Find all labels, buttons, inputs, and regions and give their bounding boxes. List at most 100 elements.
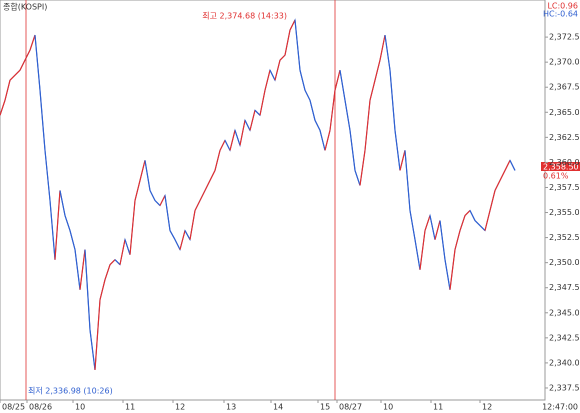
price-segment bbox=[464, 210, 471, 216]
price-segment bbox=[104, 264, 111, 280]
x-tick-label: 11 bbox=[433, 403, 443, 412]
price-segment bbox=[344, 100, 351, 131]
price-segment bbox=[239, 120, 246, 146]
price-segment bbox=[69, 230, 76, 250]
y-tick-label: 2,365.00 bbox=[549, 108, 580, 117]
high-annotation: 최고 2,374.68 (14:33) bbox=[202, 11, 287, 21]
price-segment bbox=[299, 70, 306, 91]
price-segment bbox=[194, 200, 201, 211]
price-segment bbox=[289, 19, 296, 31]
price-segment bbox=[49, 200, 56, 260]
y-tick-label: 2,350.00 bbox=[549, 258, 580, 267]
price-segment bbox=[274, 60, 281, 81]
last-price-box bbox=[541, 162, 580, 171]
price-segment bbox=[404, 150, 411, 211]
price-segment bbox=[324, 130, 331, 151]
price-segment bbox=[384, 35, 391, 71]
x-tick-label: 14 bbox=[273, 403, 283, 412]
price-segment bbox=[284, 29, 291, 56]
price-segment bbox=[469, 210, 476, 221]
price-segment bbox=[509, 160, 516, 171]
price-segment bbox=[79, 249, 86, 290]
legend-entry: LC:0.96 bbox=[547, 2, 578, 11]
price-segment bbox=[454, 230, 461, 250]
price-segment bbox=[394, 130, 401, 171]
y-tick-label: 2,345.00 bbox=[549, 308, 580, 317]
price-segment bbox=[134, 180, 141, 201]
y-tick-label: 2,372.50 bbox=[549, 33, 580, 42]
y-tick-label: 2,340.00 bbox=[549, 358, 580, 367]
price-segment bbox=[264, 70, 271, 91]
price-segment bbox=[319, 130, 326, 151]
price-segment bbox=[189, 210, 196, 240]
price-segment bbox=[109, 259, 116, 266]
price-segment bbox=[434, 220, 441, 240]
y-tick-label: 2,342.50 bbox=[549, 333, 580, 342]
price-segment bbox=[314, 120, 321, 131]
y-tick-label: 2,352.50 bbox=[549, 233, 580, 242]
price-segment bbox=[349, 130, 356, 171]
price-segment bbox=[19, 59, 26, 71]
price-segment bbox=[154, 200, 161, 206]
price-segment bbox=[329, 90, 336, 131]
price-segment bbox=[99, 279, 106, 300]
price-segment bbox=[59, 190, 66, 216]
price-segment bbox=[124, 239, 131, 255]
last-change: 0.61% bbox=[543, 172, 569, 181]
price-segment bbox=[474, 220, 481, 226]
price-segment bbox=[114, 259, 121, 266]
price-segment bbox=[214, 150, 221, 171]
price-segment bbox=[254, 109, 261, 116]
price-segment bbox=[84, 249, 91, 330]
low-annotation: 최저 2,336.98 (10:26) bbox=[28, 386, 113, 396]
price-segment bbox=[64, 215, 71, 231]
price-segment bbox=[484, 210, 491, 231]
price-segment bbox=[34, 35, 41, 91]
x-tick-label: 08/26 bbox=[29, 403, 52, 412]
price-segment bbox=[424, 215, 431, 231]
y-tick-label: 2,347.50 bbox=[549, 283, 580, 292]
x-tick-label: 15 bbox=[320, 403, 330, 412]
time-label: 12:47:00 bbox=[542, 403, 578, 412]
price-segment bbox=[144, 160, 151, 191]
price-segment bbox=[489, 190, 496, 211]
x-tick-label: 08/25 bbox=[2, 403, 25, 412]
price-segment bbox=[244, 120, 251, 131]
price-segment bbox=[204, 180, 211, 191]
price-segment bbox=[279, 54, 286, 61]
chart-title: 종합(KOSPI) bbox=[3, 3, 47, 12]
price-segment bbox=[139, 160, 146, 181]
price-segment bbox=[9, 74, 16, 81]
price-segment bbox=[359, 150, 366, 186]
price-segment bbox=[269, 69, 276, 81]
price-segment bbox=[24, 49, 31, 61]
price-segment bbox=[224, 140, 231, 151]
price-segment bbox=[119, 239, 126, 265]
y-tick-label: 2,362.50 bbox=[549, 133, 580, 142]
price-segment bbox=[304, 89, 311, 101]
price-segment bbox=[249, 110, 256, 131]
x-tick-label: 13 bbox=[226, 403, 236, 412]
price-segment bbox=[44, 150, 51, 201]
price-segment bbox=[184, 230, 191, 240]
x-tick-label: 08/27 bbox=[339, 403, 362, 412]
price-segment bbox=[379, 34, 386, 61]
price-segment bbox=[499, 170, 506, 181]
price-segment bbox=[369, 80, 376, 101]
price-segment bbox=[294, 19, 301, 71]
price-segment bbox=[334, 70, 341, 91]
y-tick-label: 2,370.00 bbox=[549, 58, 580, 67]
x-tick-label: 12 bbox=[482, 403, 492, 412]
x-tick-label: 10 bbox=[75, 403, 85, 412]
price-segment bbox=[309, 100, 316, 121]
price-segment bbox=[504, 160, 511, 171]
price-segment bbox=[39, 90, 46, 151]
price-segment bbox=[229, 130, 236, 151]
price-segment bbox=[29, 34, 36, 51]
price-segment bbox=[14, 69, 21, 76]
last-price: 2,358.50 bbox=[543, 163, 579, 172]
price-segment bbox=[419, 230, 426, 270]
price-segment bbox=[389, 70, 396, 131]
